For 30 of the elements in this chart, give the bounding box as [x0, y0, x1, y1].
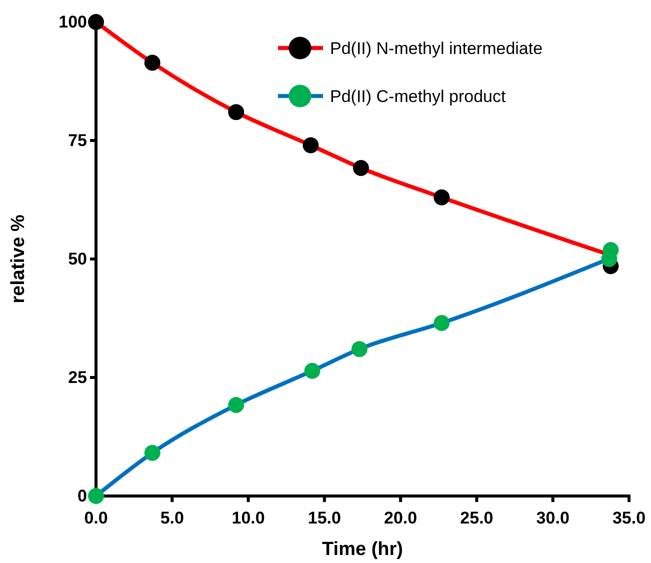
legend-label: Pd(II) N-methyl intermediate — [330, 38, 543, 58]
point — [88, 488, 104, 504]
y-tick-label: 100 — [58, 12, 87, 32]
x-tick-label: 20.0 — [384, 508, 418, 528]
point — [602, 242, 619, 258]
point — [228, 397, 244, 413]
y-tick-label: 75 — [68, 130, 87, 150]
y-axis-title: relative % — [8, 214, 29, 304]
x-tick-label: 10.0 — [232, 508, 265, 528]
x-tick-label: 5.0 — [160, 508, 184, 528]
point — [88, 14, 104, 30]
point — [228, 104, 244, 120]
y-tick-label: 50 — [68, 249, 87, 268]
point — [434, 315, 450, 331]
x-tick-label: 35.0 — [612, 508, 646, 528]
point — [144, 444, 160, 461]
x-axis-title: Time (hr) — [322, 539, 403, 560]
x-tick-label: 15.0 — [308, 508, 341, 528]
x-tick-label: 30.0 — [536, 508, 570, 528]
y-tick-label: 0 — [78, 486, 87, 506]
point — [351, 341, 368, 358]
x-tick-label: 0.0 — [84, 508, 108, 528]
y-tick-label: 25 — [68, 368, 87, 387]
point — [144, 54, 160, 71]
point — [302, 137, 319, 154]
x-tick-label: 25.0 — [460, 508, 494, 528]
legend-label: Pd(II) C-methyl product — [330, 86, 506, 106]
point — [304, 362, 320, 379]
point — [434, 189, 450, 206]
point — [353, 160, 369, 176]
